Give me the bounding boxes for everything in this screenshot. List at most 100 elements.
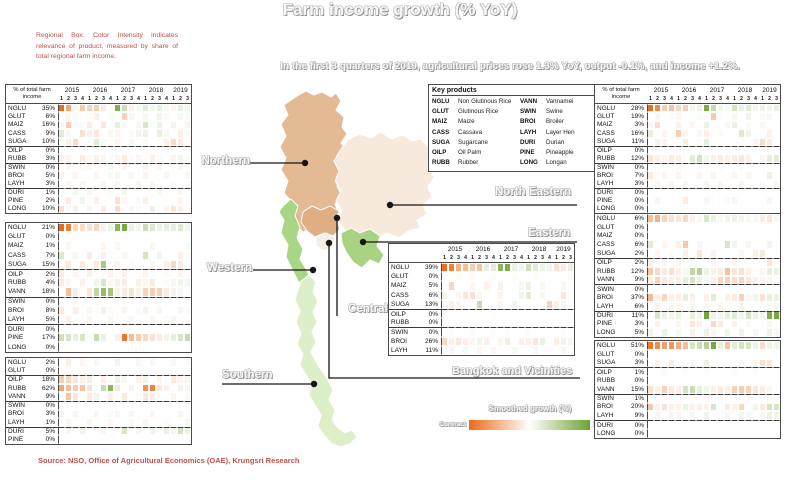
heatmap-cell — [518, 272, 525, 282]
heatmap-cell — [696, 249, 703, 258]
heatmap-cell — [93, 392, 100, 401]
heatmap-cell — [93, 162, 100, 172]
heatmap-cell — [668, 349, 675, 359]
heatmap-cell — [675, 310, 682, 320]
heatmap-cell — [745, 187, 752, 197]
heatmap-cell — [121, 287, 128, 297]
product-code: OILP — [6, 268, 33, 278]
heatmap-cell — [724, 187, 731, 197]
heatmap-cell — [539, 290, 546, 300]
heatmap-cell — [773, 341, 780, 350]
heatmap-cell — [100, 342, 107, 352]
heatmap-cell — [759, 104, 766, 113]
heatmap-cell — [766, 187, 773, 197]
heatmap-cell — [560, 263, 567, 273]
heatmap-cell — [469, 336, 476, 346]
heatmap-cell — [710, 231, 717, 241]
heatmap-cell — [72, 375, 79, 384]
heatmap-cell — [682, 240, 689, 250]
heatmap-cell — [177, 145, 184, 155]
heatmap-cell — [448, 281, 455, 291]
heatmap-cell — [752, 367, 759, 377]
heatmap-cell — [469, 299, 476, 309]
key-product-name: Vannamei — [546, 98, 574, 105]
heatmap-cell — [703, 266, 710, 276]
heatmap-cell — [65, 426, 72, 436]
heatmap-cell — [177, 179, 184, 188]
heatmap-cell — [553, 308, 560, 319]
heatmap-cell — [647, 137, 654, 146]
heatmap-cell — [745, 129, 752, 138]
heatmap-cell — [121, 392, 128, 401]
heatmap-cell — [752, 266, 759, 276]
heatmap-cell — [184, 162, 191, 172]
heatmap-cell — [696, 376, 703, 385]
heatmap-cell — [745, 137, 752, 146]
product-code: OILP — [6, 145, 33, 154]
product-share: 2% — [622, 257, 647, 267]
heatmap-cell — [128, 241, 135, 251]
product-code: SUGA — [597, 138, 616, 146]
heatmap-cell — [100, 204, 107, 214]
map-region-bangkok — [315, 232, 336, 252]
heatmap-cell — [107, 418, 114, 427]
heatmap-cell — [163, 278, 170, 288]
heatmap-cell — [107, 287, 114, 297]
product-share: 18% — [33, 375, 58, 384]
quarter-header: 2 — [177, 95, 184, 104]
heatmap-cell — [100, 333, 107, 343]
heatmap-cell — [65, 392, 72, 401]
heatmap-cell — [128, 120, 135, 130]
heatmap-cell — [170, 435, 177, 444]
heatmap-cell — [149, 426, 156, 436]
heatmap-cell — [72, 296, 79, 306]
heatmap-cell — [72, 112, 79, 121]
heatmap-cell — [128, 314, 135, 325]
heatmap-cell — [661, 171, 668, 180]
heatmap-cell — [696, 112, 703, 121]
heatmap-cell — [476, 263, 483, 273]
heatmap-cell — [170, 426, 177, 436]
heatmap-cell — [86, 129, 93, 138]
heatmap-cell — [689, 376, 696, 385]
heatmap-cell — [710, 154, 717, 163]
heatmap-cell — [546, 308, 553, 319]
heatmap-cell — [65, 171, 72, 180]
heatmap-cell — [177, 314, 184, 325]
heatmap-cell — [567, 327, 574, 337]
heatmap-cell — [107, 409, 114, 419]
heatmap-cell — [135, 171, 142, 180]
heatmap-cell — [170, 342, 177, 352]
heatmap-cell — [647, 376, 654, 385]
heatmap-cell — [752, 376, 759, 385]
heatmap-cell — [121, 314, 128, 325]
heatmap-cell — [149, 171, 156, 180]
heatmap-cell — [654, 349, 661, 359]
heatmap-cell — [58, 324, 65, 334]
heatmap-cell — [759, 284, 766, 294]
heatmap-cell — [647, 187, 654, 197]
heatmap-cell — [58, 179, 65, 188]
product-code: LONG — [8, 343, 27, 351]
heatmap-cell — [93, 375, 100, 384]
heatmap-cell — [752, 129, 759, 138]
heatmap-cell — [149, 154, 156, 163]
heatmap-cell — [177, 129, 184, 138]
heatmap-cell — [773, 428, 780, 438]
year-header: 2016 — [475, 245, 491, 253]
heatmap-cell — [128, 171, 135, 180]
quarter-header: 4 — [518, 254, 525, 263]
heatmap-cell — [177, 435, 184, 444]
heatmap-cell — [156, 392, 163, 401]
key-products-title: Key products — [432, 87, 605, 96]
heatmap-cell — [177, 383, 184, 393]
heatmap-cell — [682, 171, 689, 180]
heatmap-cell — [504, 290, 511, 300]
heatmap-cell — [553, 345, 560, 355]
heatmap-cell — [65, 305, 72, 315]
region-label-southern: Southern — [222, 369, 273, 381]
heatmap-cell — [86, 435, 93, 444]
heatmap-cell — [696, 328, 703, 338]
heatmap-cell — [86, 287, 93, 297]
heatmap-cell — [121, 409, 128, 419]
